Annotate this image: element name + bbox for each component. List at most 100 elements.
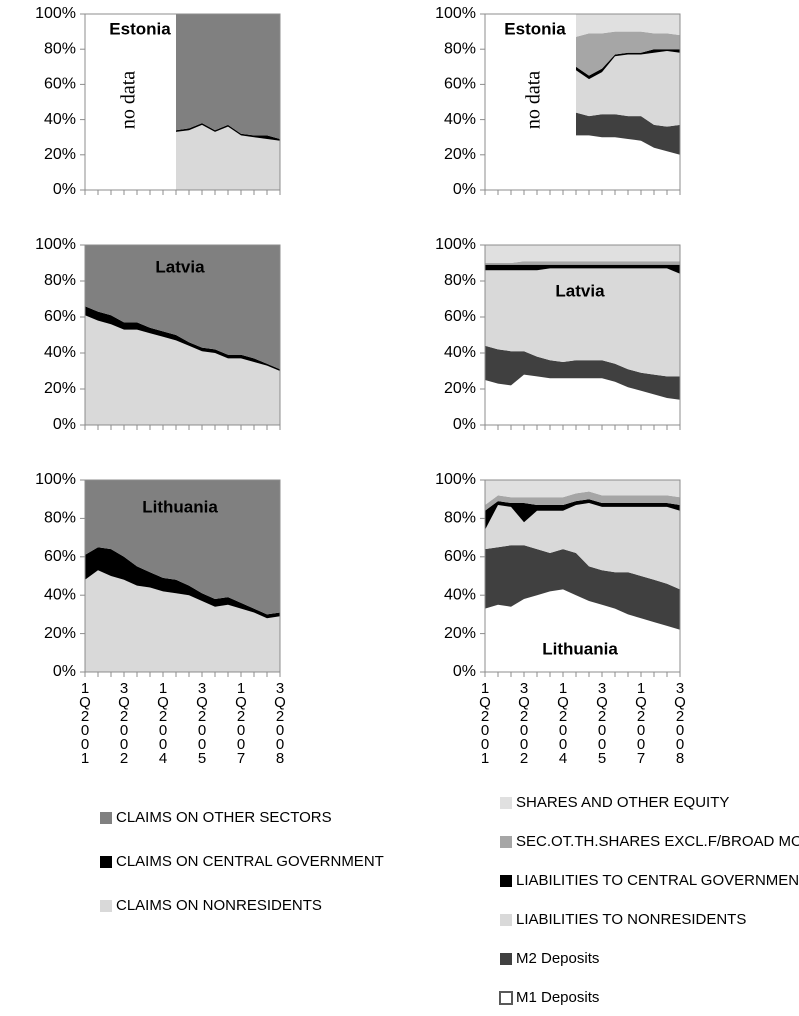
y-tick-label: 60% [444,76,476,93]
y-tick-label: 80% [44,272,76,289]
y-tick-label: 40% [444,344,476,361]
legend-label: CLAIMS ON NONRESIDENTS [116,897,322,914]
panel-title: Latvia [155,257,205,276]
annotation: no data [118,71,140,129]
y-tick-label: 60% [444,308,476,325]
y-tick-label: 40% [444,111,476,128]
x-tick-label: 1Q2001 [477,680,494,764]
area-series [85,245,280,370]
panel-title: Estonia [109,19,171,38]
area-series [485,245,680,263]
panel-title: Lithuania [142,497,218,516]
y-tick-label: 100% [435,5,476,22]
y-tick-label: 20% [444,625,476,642]
y-tick-label: 40% [44,111,76,128]
y-tick-label: 60% [44,548,76,565]
area-series [485,374,680,425]
y-tick-label: 60% [444,548,476,565]
area-series [485,491,680,511]
area-series [485,264,680,274]
area-series [485,503,680,590]
y-tick-label: 20% [44,380,76,397]
area-series [485,545,680,630]
y-tick-label: 80% [444,40,476,57]
area-series [485,480,680,505]
y-tick-label: 0% [453,416,476,433]
area-series [176,14,280,139]
annotation: no data [523,71,545,129]
y-tick-label: 20% [444,380,476,397]
panel-title: Latvia [555,281,605,300]
legend-label: SHARES AND OTHER EQUITY [516,794,729,811]
legend-label: CLAIMS ON OTHER SECTORS [116,809,332,826]
legend-swatch [100,900,112,912]
plot-frame [84,244,281,426]
y-tick-label: 60% [44,76,76,93]
y-tick-label: 40% [44,586,76,603]
area-series [485,589,680,672]
y-tick-label: 0% [53,181,76,198]
x-tick-label: 3Q2002 [516,680,533,764]
y-tick-label: 20% [44,146,76,163]
legend-label: LIABILITIES TO CENTRAL GOVERNMENT [516,872,799,889]
legend-swatch [100,812,112,824]
area-series [85,480,280,615]
legend-label: M2 Deposits [516,950,599,967]
y-tick-label: 100% [35,236,76,253]
area-series [576,51,680,127]
y-tick-label: 100% [435,236,476,253]
y-tick-label: 0% [53,663,76,680]
x-tick-label: 1Q2001 [77,680,94,764]
y-tick-label: 100% [435,471,476,488]
plot-frame [84,13,281,191]
area-series [576,135,680,190]
legend-swatch [500,953,512,965]
area-series [485,261,680,265]
x-tick-label: 1Q2004 [555,680,572,764]
plot-frame [484,479,681,673]
y-tick-label: 0% [453,181,476,198]
area-series [176,123,280,141]
x-tick-label: 1Q2004 [155,680,172,764]
panel-title: Estonia [504,19,566,38]
y-tick-label: 80% [44,40,76,57]
area-series [485,499,680,530]
area-series [576,14,680,37]
y-tick-label: 40% [44,344,76,361]
panel-title: Lithuania [542,639,618,658]
area-series [176,124,280,190]
x-tick-label: 3Q2005 [194,680,211,764]
area-series [485,345,680,400]
plot-frame [84,479,281,673]
y-tick-label: 20% [44,625,76,642]
x-tick-label: 3Q2005 [594,680,611,764]
area-series [85,547,280,619]
y-tick-label: 100% [35,471,76,488]
x-tick-label: 3Q2002 [116,680,133,764]
legend-label: M1 Deposits [516,989,599,1006]
legend-swatch [500,836,512,848]
legend-swatch [100,856,112,868]
y-tick-label: 80% [444,272,476,289]
y-tick-label: 0% [453,663,476,680]
y-tick-label: 0% [53,416,76,433]
x-tick-label: 1Q2007 [633,680,650,764]
plot-frame [484,244,681,426]
area-series [576,49,680,80]
x-tick-label: 1Q2007 [233,680,250,764]
y-tick-label: 40% [444,586,476,603]
legend-label: SEC.OT.TH.SHARES EXCL.F/BROAD MONEY [516,833,799,850]
area-series [85,570,280,672]
y-tick-label: 20% [444,146,476,163]
y-tick-label: 80% [44,510,76,527]
plot-frame [484,13,681,191]
legend-label: CLAIMS ON CENTRAL GOVERNMENT [116,853,384,870]
legend-swatch [500,914,512,926]
area-series [576,112,680,155]
y-tick-label: 80% [444,510,476,527]
area-series [576,31,680,76]
x-tick-label: 3Q2008 [272,680,289,764]
legend-swatch [499,991,513,1005]
legend-swatch [500,875,512,887]
